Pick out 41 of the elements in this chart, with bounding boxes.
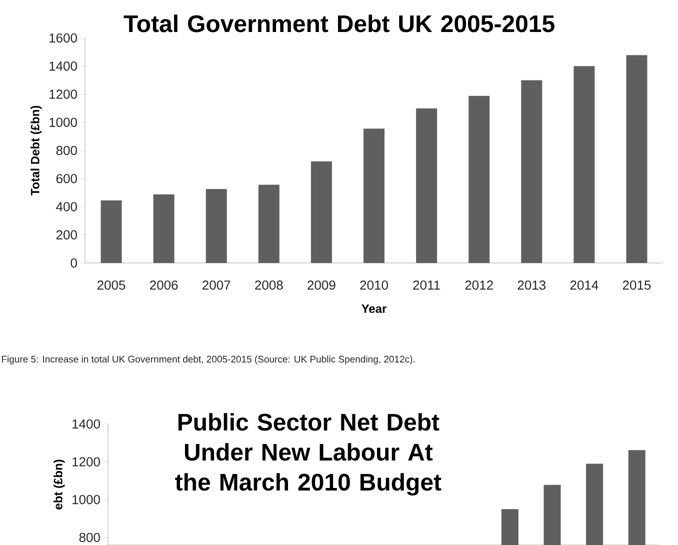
- bar: [364, 128, 385, 263]
- y-tick-label: 1200: [50, 90, 77, 99]
- x-tick-label: 2015: [622, 280, 651, 290]
- y-tick-label: 1600: [50, 33, 77, 43]
- y-tick-label: 1200: [72, 457, 100, 466]
- bar: [416, 108, 438, 263]
- x-tick-label: 2007: [202, 280, 230, 290]
- bar: [310, 161, 332, 263]
- bar: [153, 194, 174, 263]
- y-tick-label: 800: [79, 532, 100, 542]
- x-axis-title: Year: [362, 304, 386, 313]
- x-tick-label: 2013: [518, 280, 546, 290]
- x-tick-label: 2009: [308, 280, 336, 290]
- bar: [258, 184, 280, 263]
- bar: [626, 55, 648, 263]
- y-tick-label: 800: [56, 146, 77, 156]
- y-tick-label: 600: [56, 174, 77, 184]
- x-tick-label: 2012: [465, 280, 493, 290]
- y-tick-label: 1400: [50, 62, 77, 71]
- text: Public Sector Net Debt Under New Labour At the March 2010 Budget: [175, 413, 442, 496]
- y-axis-title: ebt (£bn): [54, 460, 65, 510]
- bar: [100, 200, 122, 263]
- caption: Figure 5: Increase in total UK Government debt, 2005-2015 (Source: UK Public Spending, 2012c).: [2, 356, 414, 364]
- x-tick-label: 2011: [413, 280, 440, 290]
- chart-title: Total Government Debt UK 2005-2015: [124, 14, 554, 32]
- y-tick-label: 200: [56, 230, 77, 240]
- y-tick-label: 1000: [50, 118, 77, 127]
- y-tick-label: 0: [70, 258, 77, 268]
- x-tick-label: 2010: [360, 280, 388, 290]
- y-tick-label: 1000: [72, 495, 100, 504]
- x-tick-label: 2014: [570, 280, 598, 290]
- y-tick-label: 400: [56, 202, 77, 212]
- bar: [574, 66, 595, 263]
- bar: [468, 96, 490, 263]
- y-axis-title: Total Debt (£bn): [30, 106, 42, 196]
- bar: [521, 80, 542, 263]
- bar: [206, 189, 227, 263]
- x-tick-label: 2008: [255, 280, 283, 290]
- x-tick-label: 2006: [150, 280, 178, 290]
- x-tick-label: 2005: [97, 280, 126, 290]
- y-tick-label: 1400: [72, 419, 100, 429]
